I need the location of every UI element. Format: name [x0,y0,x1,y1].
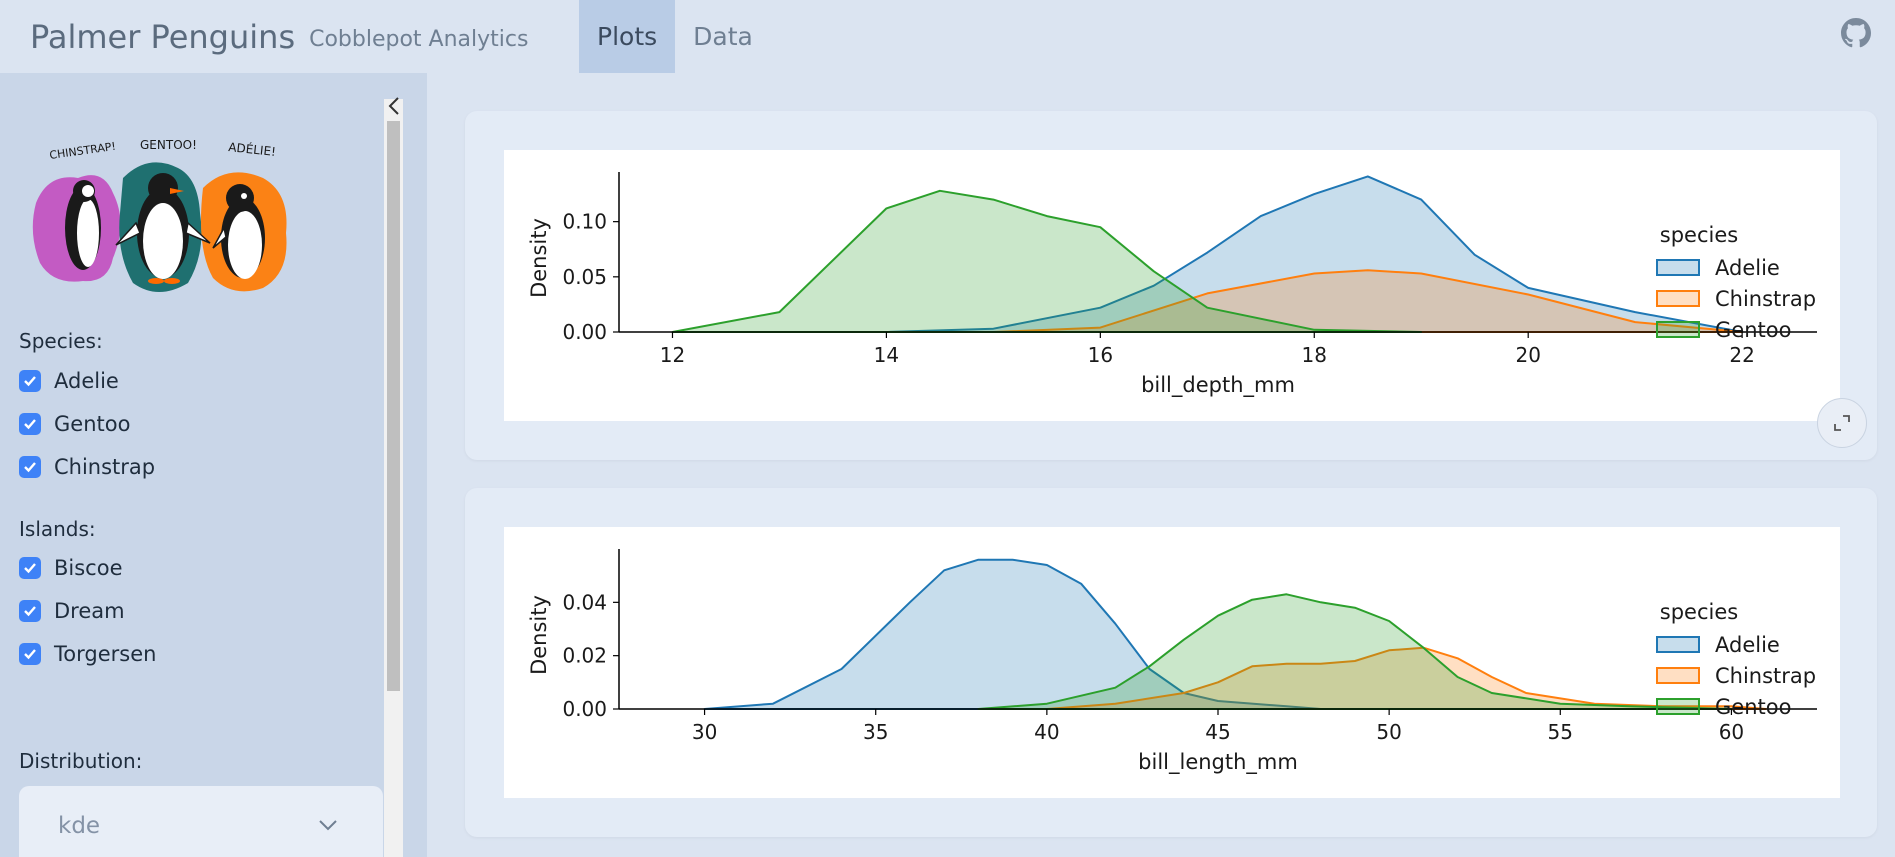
checkbox-torgersen[interactable]: Torgersen [19,640,156,668]
y-tick-label: 0.10 [562,210,607,234]
plot-card-bill-depth: 12 14 16 18 20 22 0.00 0.05 0.10 bill_depth_mm Den… [465,111,1877,460]
legend-swatch-gentoo [1656,698,1700,715]
penguin-label-chinstrap: CHINSTRAP! [49,140,117,162]
x-tick-label: 12 [660,343,685,367]
legend-label-adelie: Adelie [1715,256,1780,280]
checkbox-biscoe[interactable]: Biscoe [19,554,123,582]
checkbox-checked-icon[interactable] [19,557,41,579]
github-icon[interactable] [1841,18,1871,48]
checkbox-label: Dream [54,599,125,623]
x-tick-label: 45 [1205,720,1230,744]
x-tick-label: 40 [1034,720,1059,744]
sidebar: CHINSTRAP! GENTOO! ADÉLIE! Species: Adel… [0,73,427,857]
legend-swatch-chinstrap [1656,290,1700,307]
legend-label-adelie: Adelie [1715,633,1780,657]
checkbox-label: Biscoe [54,556,123,580]
x-tick-label: 22 [1729,343,1754,367]
plot-bill-length: 30 35 40 45 50 55 60 0.00 0.02 0.04 bill_length_mm… [504,527,1840,798]
penguin-label-gentoo: GENTOO! [140,138,197,152]
checkbox-chinstrap[interactable]: Chinstrap [19,453,155,481]
x-tick-label: 35 [863,720,888,744]
legend-swatch-adelie [1656,636,1700,653]
y-tick-label: 0.02 [562,644,607,668]
density-area-chinstrap [1045,646,1767,710]
checkbox-label: Torgersen [54,642,157,666]
x-tick-label: 16 [1088,343,1113,367]
distribution-select-value: kde [58,813,101,839]
legend-label-gentoo: Gentoo [1715,318,1791,342]
sidebar-scrollbar[interactable] [384,99,403,857]
app-subtitle: Cobblepot Analytics [309,27,529,52]
expand-card-button[interactable] [1817,398,1867,448]
x-tick-label: 55 [1548,720,1573,744]
legend-label-chinstrap: Chinstrap [1715,664,1816,688]
penguins-illustration: CHINSTRAP! GENTOO! ADÉLIE! [32,138,287,292]
x-tick-label: 14 [874,343,899,367]
tab-data[interactable]: Data [693,22,753,51]
sidebar-collapse-icon[interactable] [387,95,401,117]
legend-swatch-chinstrap [1656,667,1700,684]
legend-swatch-adelie [1656,259,1700,276]
checkbox-checked-icon[interactable] [19,456,41,478]
y-axis-label: Density [527,218,551,298]
chevron-down-icon [319,820,337,831]
checkbox-checked-icon[interactable] [19,413,41,435]
plot-bill-depth: 12 14 16 18 20 22 0.00 0.05 0.10 bill_depth_mm Den… [504,150,1840,421]
bill-depth-density-chart: 12 14 16 18 20 22 0.00 0.05 0.10 bill_depth_mm Den… [527,172,1817,398]
scrollbar-thumb[interactable] [387,121,400,691]
species-label: Species: [19,329,103,353]
tab-plots[interactable]: Plots [579,0,676,73]
y-axis-label: Density [527,595,551,675]
plot-card-bill-length: 30 35 40 45 50 55 60 0.00 0.02 0.04 bill_length_mm… [465,488,1877,837]
navbar: Palmer Penguins Cobblepot Analytics Plot… [0,0,1895,73]
penguin-label-adelie: ADÉLIE! [228,139,277,159]
legend-title: species [1660,223,1738,247]
checkbox-adelie[interactable]: Adelie [19,367,119,395]
y-tick-label: 0.00 [562,320,607,344]
checkbox-label: Chinstrap [54,455,156,479]
y-tick-label: 0.04 [562,590,607,614]
nav-tabs: Plots Data [579,0,771,73]
checkbox-label: Adelie [54,369,119,393]
x-axis-label: bill_depth_mm [1141,373,1295,398]
checkbox-checked-icon[interactable] [19,600,41,622]
x-tick-label: 50 [1376,720,1401,744]
legend-label-chinstrap: Chinstrap [1715,287,1816,311]
x-tick-label: 18 [1302,343,1327,367]
expand-icon [1834,415,1850,431]
y-tick-label: 0.05 [562,265,607,289]
legend-title: species [1660,600,1738,624]
x-tick-label: 30 [692,720,717,744]
x-axis-label: bill_length_mm [1138,750,1298,775]
y-tick-label: 0.00 [562,697,607,721]
distribution-label: Distribution: [19,749,143,773]
bill-length-density-chart: 30 35 40 45 50 55 60 0.00 0.02 0.04 bill_length_mm… [527,549,1817,775]
checkbox-dream[interactable]: Dream [19,597,125,625]
density-area-adelie [703,558,1322,710]
legend-label-gentoo: Gentoo [1715,695,1791,719]
x-tick-label: 20 [1515,343,1540,367]
app-title: Palmer Penguins [30,17,296,56]
x-tick-label: 60 [1719,720,1744,744]
legend-swatch-gentoo [1656,321,1700,338]
checkbox-checked-icon[interactable] [19,370,41,392]
checkbox-checked-icon[interactable] [19,643,41,665]
checkbox-label: Gentoo [54,412,131,436]
sidebar-content: CHINSTRAP! GENTOO! ADÉLIE! Species: Adel… [0,73,384,857]
checkbox-gentoo[interactable]: Gentoo [19,410,130,438]
distribution-select[interactable]: kde [19,786,383,857]
islands-label: Islands: [19,517,96,541]
density-area-gentoo [977,593,1733,710]
